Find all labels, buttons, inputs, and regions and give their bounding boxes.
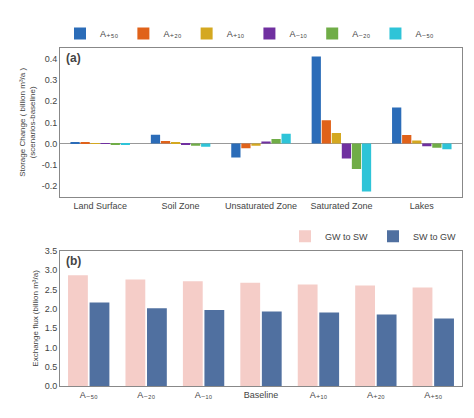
svg-text:A₋₂₀: A₋₂₀	[137, 390, 155, 400]
svg-text:Soil Zone: Soil Zone	[162, 201, 200, 211]
svg-text:-0.2: -0.2	[42, 181, 58, 191]
svg-text:0.2: 0.2	[45, 96, 58, 106]
svg-text:A₋₅₀: A₋₅₀	[80, 390, 98, 400]
svg-text:2.0: 2.0	[45, 304, 58, 314]
svg-text:A₊₁₀: A₊₁₀	[227, 29, 245, 39]
svg-text:A₋₂₀: A₋₂₀	[352, 29, 370, 39]
svg-text:A₊₁₀: A₊₁₀	[310, 390, 328, 400]
svg-text:Land Surface: Land Surface	[73, 201, 127, 211]
svg-text:0.5: 0.5	[45, 362, 58, 372]
svg-text:0.1: 0.1	[45, 118, 58, 128]
svg-text:Lakes: Lakes	[410, 201, 435, 211]
svg-text:A₋₁₀: A₋₁₀	[289, 29, 307, 39]
svg-text:0.0: 0.0	[45, 139, 58, 149]
svg-text:3.5: 3.5	[45, 246, 58, 256]
svg-text:Unsaturated Zone: Unsaturated Zone	[225, 201, 297, 211]
svg-text:A₊₂₀: A₊₂₀	[367, 390, 385, 400]
svg-text:1.0: 1.0	[45, 343, 58, 353]
svg-text:-0.1: -0.1	[42, 160, 58, 170]
svg-text:0.3: 0.3	[45, 75, 58, 85]
svg-text:Saturated Zone: Saturated Zone	[310, 201, 372, 211]
svg-text:0.4: 0.4	[45, 54, 58, 64]
svg-text:Baseline: Baseline	[244, 390, 279, 400]
svg-text:0.0: 0.0	[45, 381, 58, 391]
svg-text:2.5: 2.5	[45, 285, 58, 295]
svg-text:1.5: 1.5	[45, 323, 58, 333]
svg-text:3.0: 3.0	[45, 265, 58, 275]
svg-text:(a): (a)	[66, 51, 81, 65]
svg-text:A₋₁₀: A₋₁₀	[195, 390, 213, 400]
svg-text:(b): (b)	[66, 254, 81, 268]
svg-text:GW to SW: GW to SW	[325, 232, 368, 242]
svg-text:A₊₅₀: A₊₅₀	[424, 390, 442, 400]
svg-text:Exchange flux (billion m³/a): Exchange flux (billion m³/a)	[31, 270, 40, 367]
svg-text:A₊₂₀: A₊₂₀	[163, 29, 181, 39]
svg-text:A₊₅₀: A₊₅₀	[100, 29, 118, 39]
svg-text:SW to GW: SW to GW	[413, 232, 456, 242]
svg-text:A₋₅₀: A₋₅₀	[415, 29, 433, 39]
svg-text:Storage Change ( billion m³/a: Storage Change ( billion m³/a )(scenario…	[18, 68, 37, 177]
